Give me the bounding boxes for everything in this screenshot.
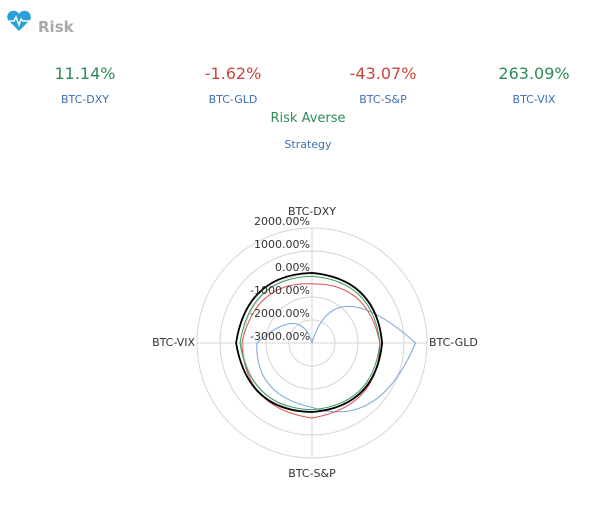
- metric-value: -1.62%: [204, 64, 262, 83]
- series-line: [256, 306, 417, 413]
- r-tick-label: 2000.00%: [254, 215, 310, 228]
- metric-value: 11.14%: [54, 64, 116, 83]
- r-tick-label: -2000.00%: [250, 307, 310, 320]
- series-line: [239, 275, 381, 411]
- r-tick-label: 1000.00%: [254, 238, 310, 251]
- metric-label: BTC-GLD: [208, 93, 258, 106]
- r-tick-label: -3000.00%: [250, 330, 310, 343]
- metric-value: -43.07%: [349, 64, 417, 83]
- axis-label: BTC-DXY: [288, 205, 336, 218]
- title: Risk: [38, 18, 74, 36]
- r-tick-label: -1000.00%: [250, 284, 310, 297]
- metric-label: BTC-DXY: [61, 93, 109, 106]
- metric-value: 263.09%: [498, 64, 570, 83]
- strategy-value: Risk Averse: [270, 111, 346, 126]
- r-tick-label: 0.00%: [275, 261, 310, 274]
- metric-label: BTC-S&P: [359, 93, 407, 106]
- heart-icon: [7, 10, 31, 31]
- metric-label: BTC-VIX: [512, 93, 556, 106]
- strategy-label: Strategy: [284, 138, 332, 151]
- axis-label: BTC-S&P: [288, 467, 336, 480]
- series-line: [235, 271, 384, 413]
- series-line: [241, 283, 381, 419]
- axis-label: BTC-VIX: [152, 336, 195, 349]
- radar-chart: 2000.00% 1000.00% 0.00% -1000.00% -2000.00% -…: [152, 205, 478, 480]
- axis-label: BTC-GLD: [429, 336, 478, 349]
